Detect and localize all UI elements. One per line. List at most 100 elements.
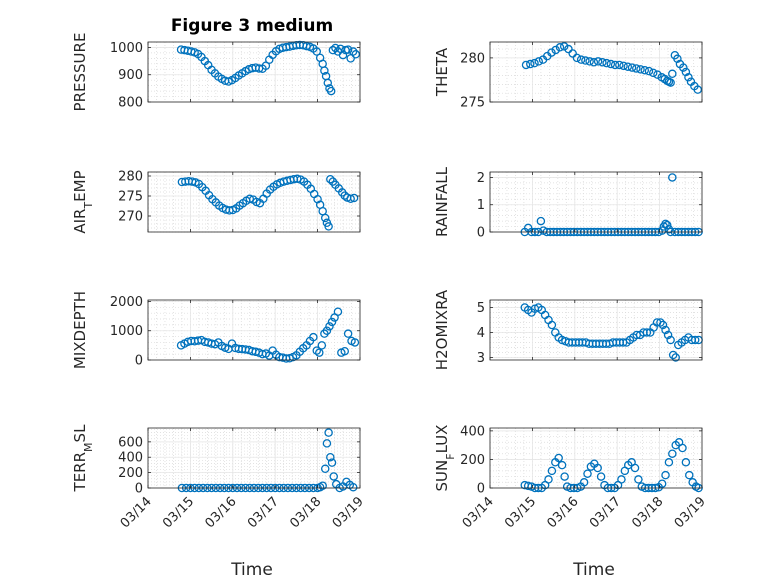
data-point bbox=[690, 335, 700, 345]
data-point bbox=[534, 57, 544, 66]
data-point bbox=[560, 472, 569, 481]
data-point bbox=[648, 68, 658, 78]
y-tick-label: 4 bbox=[477, 326, 485, 341]
data-point bbox=[329, 472, 338, 481]
y-tick-label: 0 bbox=[477, 226, 485, 241]
y-tick-label: 1 bbox=[477, 198, 485, 213]
data-point bbox=[610, 60, 620, 70]
data-point bbox=[657, 479, 667, 488]
data-point bbox=[602, 58, 611, 68]
y-tick-label: 280 bbox=[460, 51, 485, 66]
data-point bbox=[350, 338, 360, 347]
data-point bbox=[557, 460, 567, 470]
data-point bbox=[671, 353, 680, 362]
data-point bbox=[679, 63, 688, 72]
y-axis-label: MIXDEPTH bbox=[71, 291, 89, 369]
subplot-h2omixra: 3 4 5 H2OMIXRA bbox=[433, 289, 703, 370]
data-point bbox=[348, 47, 358, 56]
data-point bbox=[598, 58, 607, 67]
y-tick-label: 200 bbox=[118, 466, 143, 481]
x-tick-label: 03/14 bbox=[118, 494, 155, 531]
axes-box bbox=[489, 41, 703, 103]
y-tick-label: 2000 bbox=[110, 295, 143, 310]
data-point bbox=[619, 61, 628, 71]
data-point bbox=[559, 42, 569, 51]
data-point bbox=[318, 481, 327, 490]
y-tick-label: 3 bbox=[477, 351, 485, 366]
x-tick-label: 03/16 bbox=[545, 494, 582, 531]
x-tick-label: 03/18 bbox=[287, 494, 324, 531]
data-point bbox=[576, 55, 586, 64]
data-point bbox=[572, 53, 582, 63]
subplot-rainfall: 0 1 2 RAINFALL bbox=[433, 166, 703, 241]
axes-background bbox=[490, 300, 702, 360]
data-point bbox=[312, 346, 322, 355]
data-point bbox=[615, 60, 624, 70]
data-point bbox=[627, 63, 637, 72]
data-point bbox=[351, 50, 361, 59]
data-point bbox=[640, 65, 650, 75]
y-tick-label: 1000 bbox=[110, 324, 143, 339]
axes-box bbox=[489, 427, 703, 489]
data-point bbox=[343, 45, 353, 54]
data-point bbox=[326, 452, 335, 462]
subplot-sun_flux: 0 200 400 03/14 03/15 03/16 03/17 03/18 03/19 SUN… bbox=[433, 424, 709, 531]
y-tick-label: 400 bbox=[460, 424, 485, 439]
x-axis-label-right: Time bbox=[572, 560, 615, 580]
subplot-air_temp: 270 275 280 AIRTEMP bbox=[71, 170, 361, 234]
data-point bbox=[579, 478, 589, 487]
data-point bbox=[349, 193, 359, 203]
x-tick-label: 03/14 bbox=[460, 494, 497, 531]
data-point bbox=[328, 45, 338, 55]
data-point bbox=[661, 470, 670, 480]
axes-box bbox=[147, 171, 361, 233]
data-point bbox=[668, 69, 677, 79]
data-point bbox=[544, 475, 553, 484]
data-point bbox=[333, 307, 343, 316]
data-point bbox=[340, 346, 349, 356]
y-tick-label: 270 bbox=[118, 210, 143, 225]
data-point bbox=[684, 73, 693, 82]
axes-box bbox=[147, 427, 361, 489]
y-tick-label: 900 bbox=[118, 68, 143, 83]
y-tick-label: 1000 bbox=[110, 41, 143, 56]
data-point bbox=[668, 350, 678, 360]
data-point bbox=[681, 458, 691, 467]
y-axis-label: TERRMSL bbox=[71, 424, 95, 493]
x-tick-label: 03/18 bbox=[629, 494, 666, 531]
data-point bbox=[320, 213, 330, 223]
data-point bbox=[693, 85, 703, 94]
data-point bbox=[324, 222, 333, 231]
data-point bbox=[662, 220, 672, 230]
y-tick-label: 280 bbox=[118, 170, 143, 185]
data-point bbox=[644, 66, 654, 76]
x-tick-label: 03/19 bbox=[672, 494, 709, 531]
y-tick-label: 0 bbox=[477, 482, 485, 497]
subplot-pressure: 800 900 1000 PRESSURE bbox=[71, 33, 361, 111]
data-point bbox=[623, 62, 633, 71]
y-axis-label: AIRTEMP bbox=[71, 170, 95, 233]
x-tick-label: 03/15 bbox=[502, 494, 539, 531]
data-point bbox=[606, 59, 616, 69]
data-point bbox=[617, 475, 626, 484]
x-tick-label: 03/17 bbox=[587, 494, 624, 531]
y-tick-label: 2 bbox=[477, 171, 485, 186]
data-point bbox=[583, 469, 592, 478]
data-point bbox=[551, 45, 560, 55]
data-point bbox=[521, 60, 531, 70]
x-axis-label-left: Time bbox=[230, 560, 273, 580]
data-point bbox=[564, 44, 573, 54]
data-point bbox=[320, 464, 330, 474]
data-point bbox=[658, 320, 668, 330]
x-tick-label: 03/16 bbox=[203, 494, 240, 531]
y-axis-label: H2OMIXRA bbox=[433, 289, 451, 370]
data-point bbox=[585, 57, 594, 66]
axes-box bbox=[147, 41, 361, 103]
data-point bbox=[668, 449, 677, 458]
data-point bbox=[668, 173, 677, 182]
y-tick-label: 800 bbox=[118, 96, 143, 111]
data-point bbox=[678, 443, 687, 453]
data-point bbox=[312, 47, 322, 56]
data-point bbox=[315, 348, 324, 357]
